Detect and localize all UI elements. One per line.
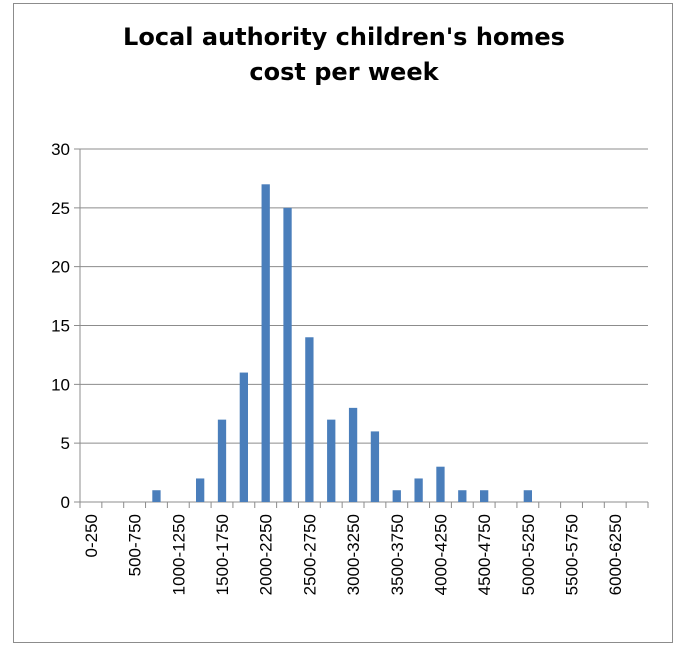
y-tick-label: 25 <box>51 199 70 218</box>
histogram-bar <box>305 337 314 502</box>
y-tick-label: 30 <box>51 140 70 159</box>
histogram-bar <box>414 478 423 502</box>
histogram-bar <box>283 207 292 503</box>
histogram-bar <box>196 478 205 502</box>
histogram-bar <box>458 490 467 502</box>
x-tick-label: 1500-1750 <box>213 514 232 595</box>
y-tick-label: 0 <box>61 493 70 512</box>
histogram-bar <box>370 431 380 502</box>
histogram-bar <box>261 184 270 503</box>
histogram-bar <box>217 419 227 502</box>
x-tick-label: 1000-1250 <box>169 514 188 595</box>
histogram-bar <box>436 466 445 502</box>
histogram-bar <box>152 490 161 502</box>
y-tick-label: 10 <box>51 375 70 394</box>
chart-frame: Local authority children's homes cost pe… <box>13 3 673 643</box>
y-tick-label: 15 <box>51 317 70 336</box>
histogram-bar <box>392 490 401 502</box>
y-tick-label: 5 <box>61 434 70 453</box>
x-tick-label: 5000-5250 <box>519 514 538 595</box>
x-tick-label: 3000-3250 <box>344 514 363 595</box>
histogram-bar <box>348 407 358 502</box>
x-tick-label: 4500-4750 <box>475 514 494 595</box>
chart-title-line-1: Local authority children's homes <box>123 23 565 51</box>
x-tick-label: 6000-6250 <box>606 514 625 595</box>
x-tick-label: 2500-2750 <box>300 514 319 595</box>
y-tick-label: 20 <box>51 258 70 277</box>
chart-title-line-2: cost per week <box>249 58 439 86</box>
histogram-bar <box>480 490 489 502</box>
x-tick-label: 0-250 <box>82 514 101 557</box>
x-tick-label: 3500-3750 <box>388 514 407 595</box>
x-tick-label: 2000-2250 <box>257 514 276 595</box>
x-tick-label: 5500-5750 <box>563 514 582 595</box>
histogram-bar <box>327 419 336 502</box>
x-tick-label: 500-750 <box>126 514 145 576</box>
chart-title: Local authority children's homes cost pe… <box>14 20 674 90</box>
histogram-bar <box>523 490 532 502</box>
histogram-bar <box>239 372 248 502</box>
x-tick-label: 4000-4250 <box>431 514 450 595</box>
